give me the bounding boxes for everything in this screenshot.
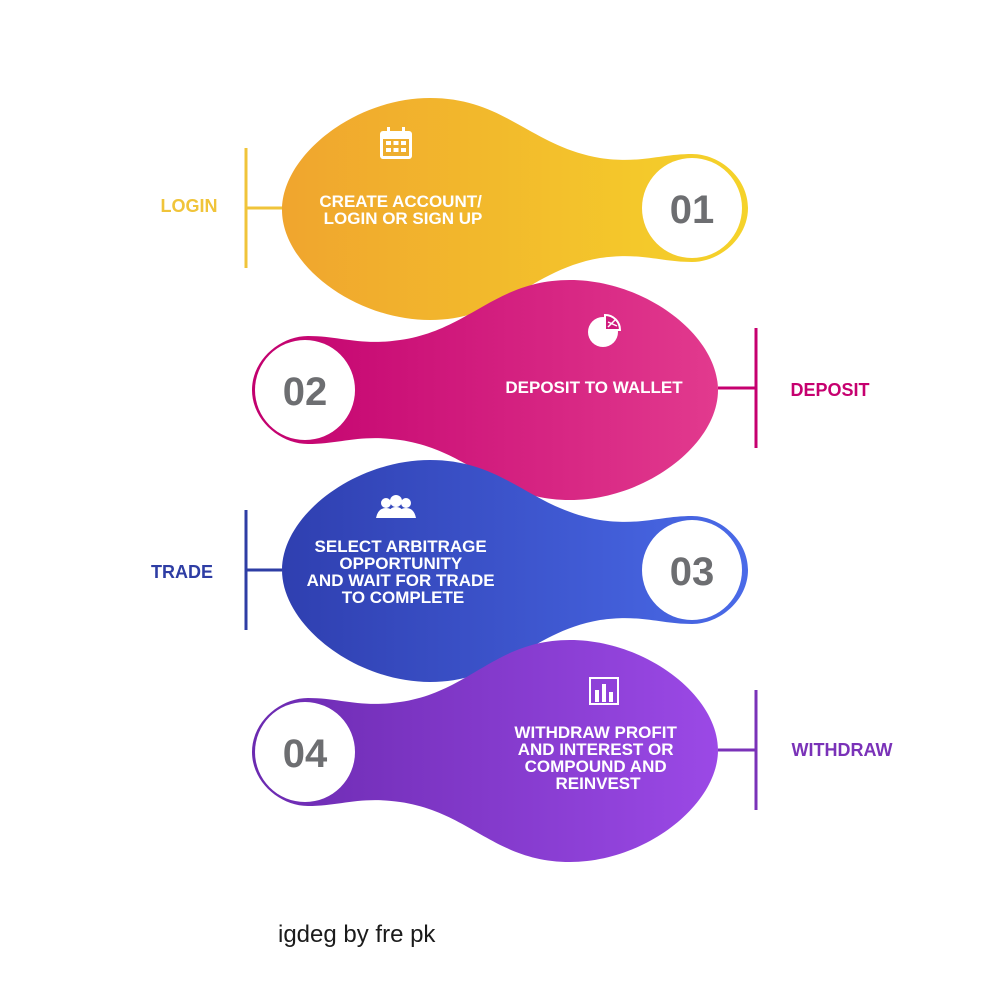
step-02: 02 DEPOSIT TO WALLET DEPOSIT [252, 280, 870, 500]
step-03-number: 03 [670, 550, 715, 594]
step-04-line-2: AND INTEREST OR [518, 740, 674, 759]
step-04: 04 WITHDRAW PROFIT AND INTEREST OR COMPO… [252, 640, 892, 862]
step-01-side-label: LOGIN [161, 196, 218, 216]
step-03-text: SELECT ARBITRAGE OPPORTUNITY AND WAIT FO… [307, 537, 500, 607]
calendar-icon [380, 127, 412, 159]
step-02-number-ring [255, 340, 355, 440]
step-04-line-3: COMPOUND AND [525, 757, 667, 776]
step-04-number-ring [255, 702, 355, 802]
step-03: 03 SELECT ARBITRAGE OPPORTUNITY AND WAIT… [151, 460, 748, 682]
step-01-line-2: LOGIN OR SIGN UP [324, 209, 483, 228]
step-04-side-label: WITHDRAW [792, 740, 893, 760]
step-04-number: 04 [283, 732, 328, 776]
step-04-shape [252, 640, 718, 862]
step-02-number: 02 [283, 370, 328, 414]
step-01-text: CREATE ACCOUNT/ LOGIN OR SIGN UP [319, 192, 486, 228]
step-03-line-3: AND WAIT FOR TRADE [307, 571, 495, 590]
step-01-number: 01 [670, 188, 715, 232]
step-02-side-label: DEPOSIT [790, 380, 869, 400]
team-icon [376, 495, 416, 518]
step-03-line-4: TO COMPLETE [342, 588, 464, 607]
step-03-side-label: TRADE [151, 562, 213, 582]
bar-chart-icon [589, 677, 619, 705]
step-01-line-1: CREATE ACCOUNT/ [319, 192, 482, 211]
step-04-line-1: WITHDRAW PROFIT [514, 723, 677, 742]
step-01: 01 CREATE ACCOUNT/ LOGIN OR SIGN UP LOGI… [161, 98, 748, 320]
step-02-line-1: DEPOSIT TO WALLET [505, 378, 683, 397]
step-03-line-1: SELECT ARBITRAGE [315, 537, 487, 556]
step-03-line-2: OPPORTUNITY [339, 554, 462, 573]
step-04-line-4: REINVEST [555, 774, 641, 793]
pie-chart-icon [588, 313, 622, 347]
step-03-number-ring [642, 520, 742, 620]
step-02-text: DEPOSIT TO WALLET [505, 378, 683, 397]
step-01-number-ring [642, 158, 742, 258]
step-04-text: WITHDRAW PROFIT AND INTEREST OR COMPOUND… [514, 723, 681, 793]
attribution-credit: igdeg by fre pk [278, 921, 436, 948]
